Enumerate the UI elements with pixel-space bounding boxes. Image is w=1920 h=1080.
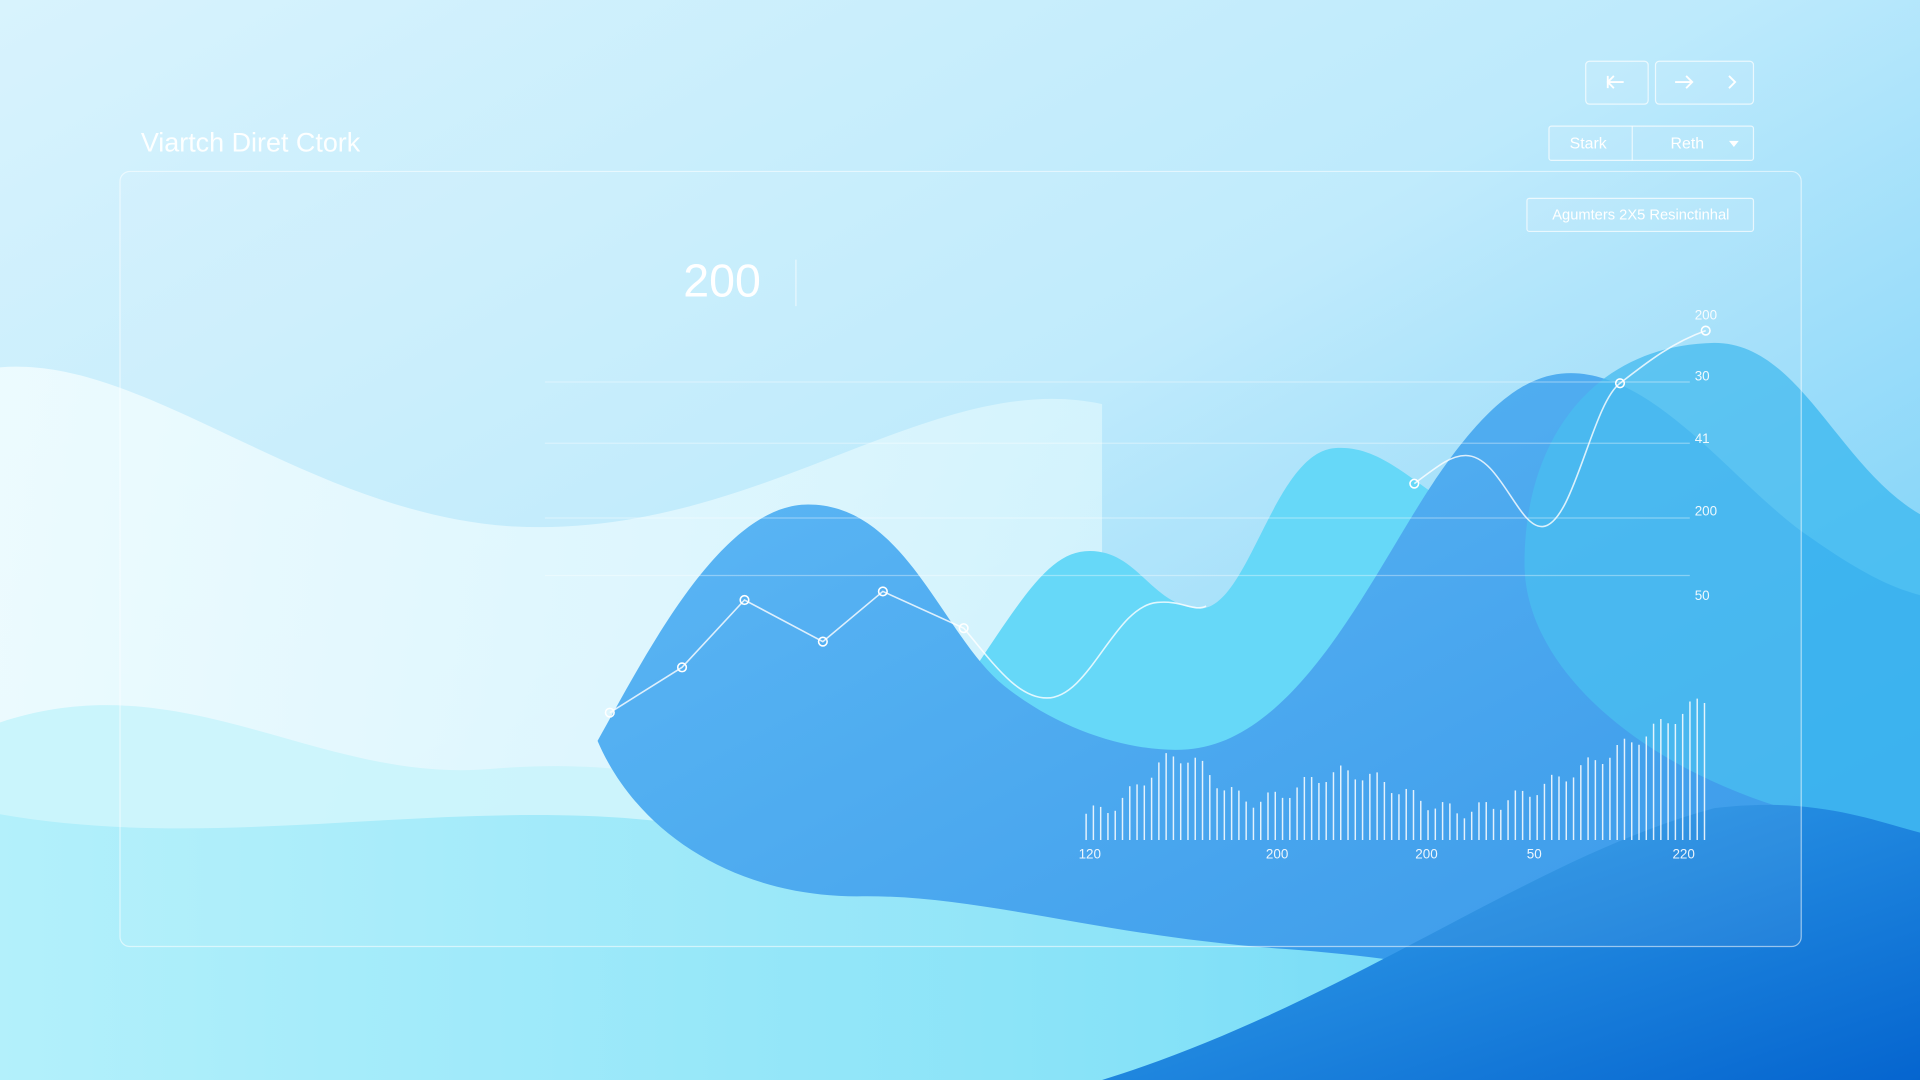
right-axis: 200 30 41 200 50 (1695, 307, 1717, 602)
axis-label: 220 (1672, 846, 1694, 861)
axis-label: 120 (1079, 846, 1101, 861)
range-option[interactable]: Stark (1570, 136, 1607, 153)
axis-label: 200 (1266, 846, 1288, 861)
panel (119, 170, 1802, 948)
axis-label: 200 (1695, 307, 1717, 322)
icon (1606, 75, 1624, 89)
page-title: Viartch Diret Ctork (141, 128, 361, 158)
badge (1526, 197, 1755, 233)
button-frame (1654, 60, 1755, 105)
point (1614, 378, 1626, 389)
wave-right (1524, 342, 1920, 833)
axis-label: 50 (1695, 588, 1710, 603)
trend-line (609, 590, 1207, 714)
grid (544, 381, 1690, 577)
point (676, 662, 688, 673)
bottom-axis: 120 200 200 50 220 (1079, 846, 1695, 861)
point (817, 636, 828, 647)
trend-points (604, 325, 1711, 718)
range-selector (1548, 125, 1755, 162)
headline-value: 200 (683, 254, 761, 306)
badge-text: Agumters 2X5 Resinctinhal (1552, 207, 1729, 223)
range-dropdown[interactable]: Reth (1671, 136, 1705, 153)
point (739, 594, 750, 606)
point (877, 586, 888, 597)
axis-label: 41 (1695, 431, 1710, 446)
caret (1728, 140, 1739, 147)
axis-label: 200 (1695, 503, 1717, 518)
trend-line (1413, 329, 1706, 528)
nav-group[interactable] (1654, 60, 1755, 105)
wave-deep (1102, 804, 1920, 1080)
point (604, 707, 615, 718)
axis-label: 200 (1415, 846, 1437, 861)
axis-label: 30 (1695, 369, 1710, 384)
bar-strip (1085, 698, 1706, 840)
point (1700, 325, 1711, 336)
axis-label: 50 (1527, 846, 1542, 861)
next-icon[interactable] (1728, 75, 1737, 89)
forward-icon[interactable] (1675, 75, 1694, 89)
point (1409, 478, 1420, 489)
back-button[interactable] (1585, 60, 1649, 105)
point (958, 623, 969, 634)
